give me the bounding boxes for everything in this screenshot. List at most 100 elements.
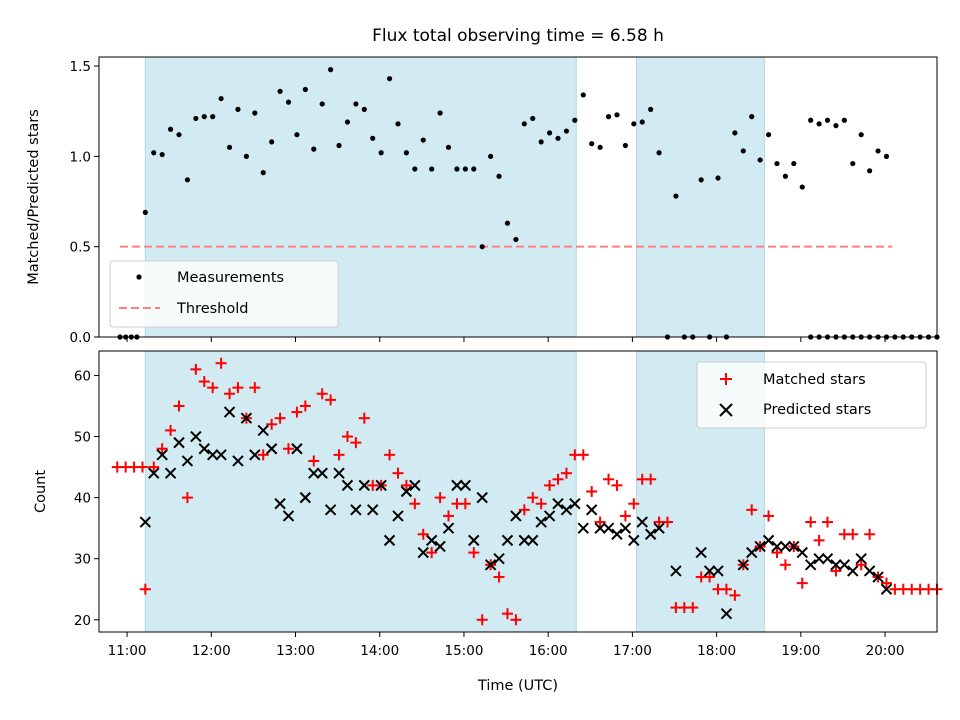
predicted-point-23 — [324, 504, 337, 516]
measurement-point-25 — [311, 146, 317, 152]
matched-point-41 — [443, 510, 455, 522]
predicted-point-75 — [796, 546, 808, 559]
matched-point-54 — [552, 473, 564, 485]
measurement-point-11 — [193, 115, 199, 122]
measurement-point-24 — [302, 86, 308, 93]
matched-point-13 — [207, 382, 219, 394]
measurement-point-17 — [243, 153, 249, 159]
measurement-point-33 — [378, 150, 384, 156]
matched-point-8 — [165, 424, 177, 436]
measurement-point-52 — [538, 139, 544, 145]
predicted-point-8 — [198, 443, 210, 455]
bottom-matched-points — [111, 357, 943, 626]
measurement-point-85 — [816, 121, 822, 127]
bottom-y-axis-label: Count — [33, 470, 49, 513]
measurement-point-9 — [176, 132, 182, 138]
matched-point-30 — [350, 437, 362, 449]
matched-point-43 — [459, 498, 471, 510]
matched-point-6 — [148, 461, 160, 473]
predicted-point-9 — [206, 449, 219, 461]
predicted-point-78 — [821, 552, 834, 565]
matched-point-19 — [257, 449, 269, 461]
matched-point-9 — [173, 400, 185, 412]
predicted-point-55 — [594, 522, 606, 534]
top-legend-box — [109, 260, 339, 328]
matched-point-55 — [560, 467, 572, 479]
matched-point-84 — [805, 516, 817, 528]
measurement-point-71 — [698, 177, 704, 183]
predicted-point-85 — [880, 583, 893, 595]
measurement-point-26 — [319, 101, 325, 107]
measurement-point-54 — [555, 135, 561, 141]
measurement-point-61 — [614, 112, 620, 118]
measurement-point-93 — [883, 153, 890, 159]
matched-point-11 — [190, 363, 202, 375]
predicted-point-52 — [569, 498, 581, 510]
predicted-point-66 — [712, 565, 724, 577]
predicted-point-68 — [737, 559, 749, 571]
predicted-point-19 — [291, 443, 303, 455]
measurement-point-13 — [210, 114, 216, 120]
predicted-point-45 — [510, 510, 522, 522]
measurement-point-55 — [563, 128, 570, 134]
y-tick-label-20: 20 — [74, 613, 91, 629]
predicted-point-65 — [703, 565, 716, 577]
matched-point-24 — [299, 400, 311, 412]
matched-point-72 — [704, 571, 716, 583]
shaded-interval-2 — [636, 56, 765, 338]
measurement-point-27 — [328, 67, 334, 73]
matched-point-38 — [417, 528, 429, 540]
measurement-point-31 — [361, 106, 367, 112]
measurement-point-44 — [471, 166, 477, 172]
matched-point-77 — [746, 504, 758, 516]
matched-point-48 — [501, 608, 513, 620]
measurement-point-28 — [336, 142, 342, 149]
x-tick-label-16:00: 16:00 — [529, 643, 568, 659]
measurement-point-76 — [740, 148, 746, 154]
predicted-point-38 — [451, 479, 463, 492]
measurement-point-5 — [142, 209, 148, 215]
measurement-point-63 — [631, 121, 637, 127]
bottom-legend: Matched stars Predicted stars — [696, 361, 927, 429]
predicted-point-26 — [350, 504, 362, 516]
matched-point-20 — [266, 418, 278, 430]
matched-point-67 — [661, 516, 673, 528]
predicted-point-70 — [754, 540, 766, 553]
measurement-point-51 — [530, 115, 536, 122]
measurement-point-35 — [395, 121, 401, 127]
y-tick-label-1.5: 1.5 — [70, 59, 91, 75]
measurement-point-49 — [513, 236, 519, 243]
bottom-predicted-points — [139, 406, 893, 620]
matched-point-29 — [341, 431, 353, 443]
measurement-point-77 — [749, 114, 755, 120]
predicted-point-69 — [746, 546, 758, 559]
matched-point-22 — [282, 443, 294, 455]
predicted-point-1 — [139, 516, 152, 528]
predicted-point-20 — [299, 491, 312, 504]
matched-point-53 — [544, 479, 556, 491]
matched-point-40 — [434, 492, 446, 504]
predicted-point-79 — [830, 559, 842, 571]
predicted-point-63 — [670, 565, 682, 577]
matched-point-45 — [476, 614, 488, 626]
measurement-point-60 — [605, 114, 612, 120]
measurement-point-87 — [833, 123, 839, 129]
shaded-interval-1 — [144, 350, 577, 633]
predicted-point-59 — [628, 534, 640, 547]
predicted-point-36 — [434, 540, 446, 553]
predicted-point-17 — [274, 498, 286, 510]
measurement-point-84 — [808, 117, 814, 123]
measurement-point-8 — [167, 126, 174, 132]
matched-point-85 — [813, 534, 825, 546]
predicted-point-32 — [400, 485, 413, 498]
measurement-point-19 — [260, 170, 266, 176]
measurement-point-56 — [572, 117, 578, 123]
predicted-point-61 — [644, 528, 657, 540]
measurement-point-47 — [496, 173, 502, 179]
predicted-point-80 — [838, 559, 851, 571]
predicted-point-21 — [308, 467, 320, 479]
matched-point-60 — [603, 473, 615, 485]
predicted-point-28 — [367, 504, 379, 516]
matched-point-7 — [156, 443, 168, 455]
matched-point-49 — [510, 614, 522, 626]
